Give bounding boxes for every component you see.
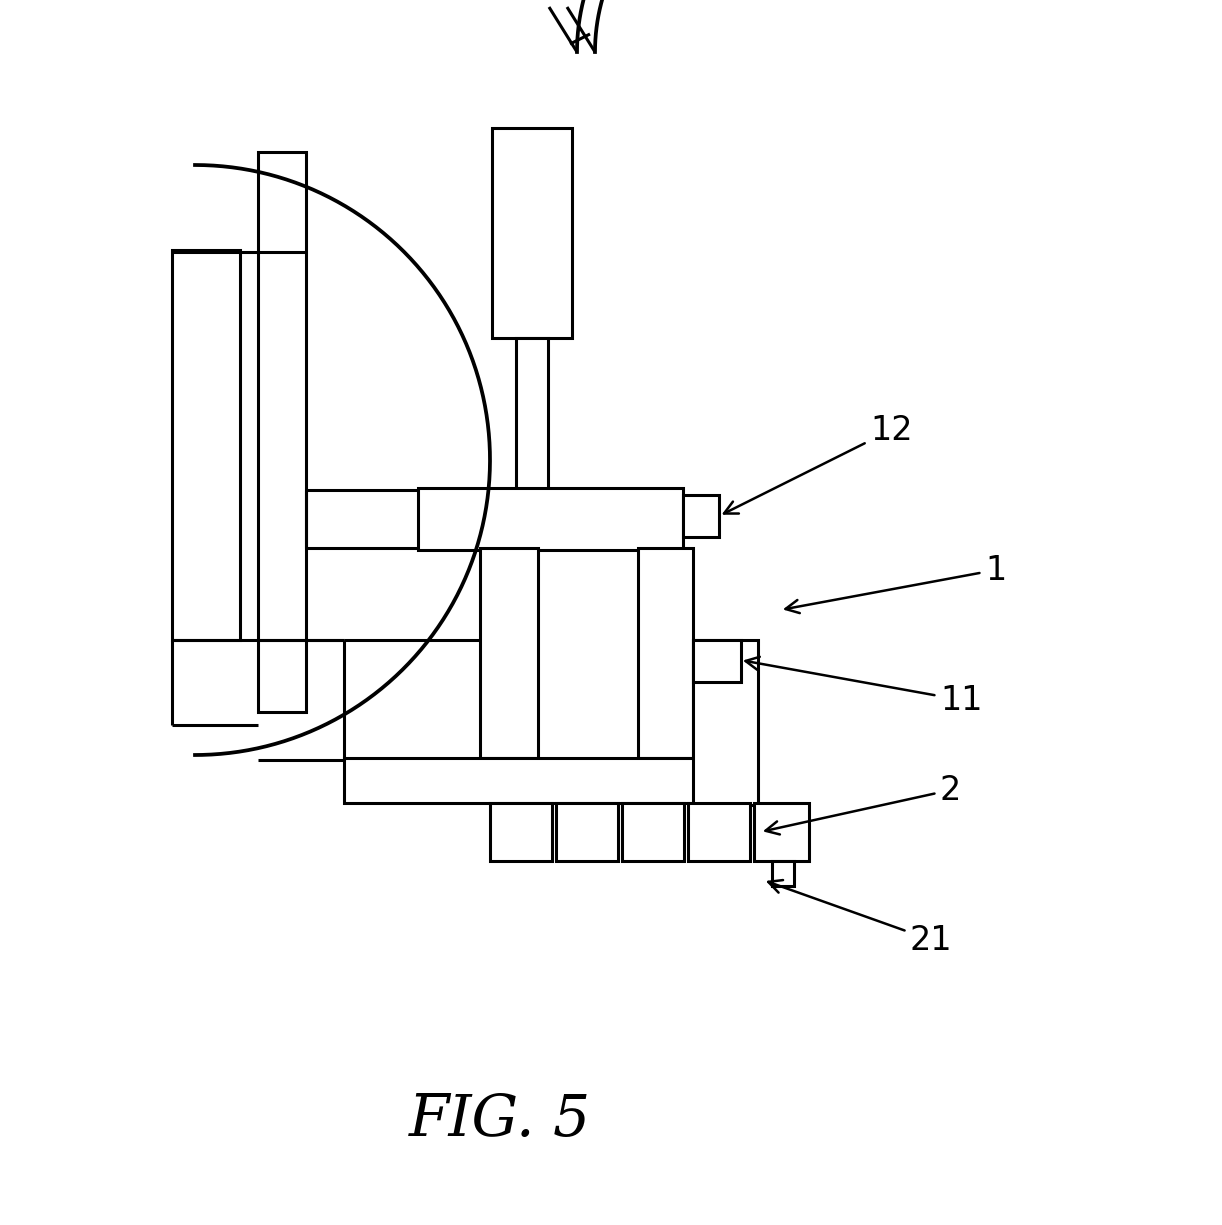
Bar bbox=[345, 758, 694, 804]
Bar bbox=[688, 804, 750, 861]
Bar bbox=[516, 338, 547, 490]
Bar bbox=[418, 488, 683, 550]
Text: 12: 12 bbox=[723, 414, 913, 513]
Text: FIG. 5: FIG. 5 bbox=[409, 1091, 591, 1148]
Bar bbox=[772, 861, 794, 886]
Bar bbox=[492, 127, 572, 338]
Text: 1: 1 bbox=[786, 554, 1006, 612]
Bar bbox=[490, 804, 552, 861]
Bar bbox=[638, 548, 693, 758]
Bar bbox=[556, 804, 618, 861]
Bar bbox=[480, 548, 538, 758]
Bar bbox=[683, 495, 719, 537]
Bar bbox=[622, 804, 684, 861]
Bar bbox=[693, 639, 758, 805]
Bar bbox=[172, 250, 240, 639]
Bar bbox=[693, 639, 741, 682]
Text: 21: 21 bbox=[769, 880, 953, 957]
Bar bbox=[258, 152, 306, 712]
Bar bbox=[754, 804, 809, 861]
Text: 2: 2 bbox=[765, 773, 962, 834]
Text: 11: 11 bbox=[745, 657, 982, 717]
